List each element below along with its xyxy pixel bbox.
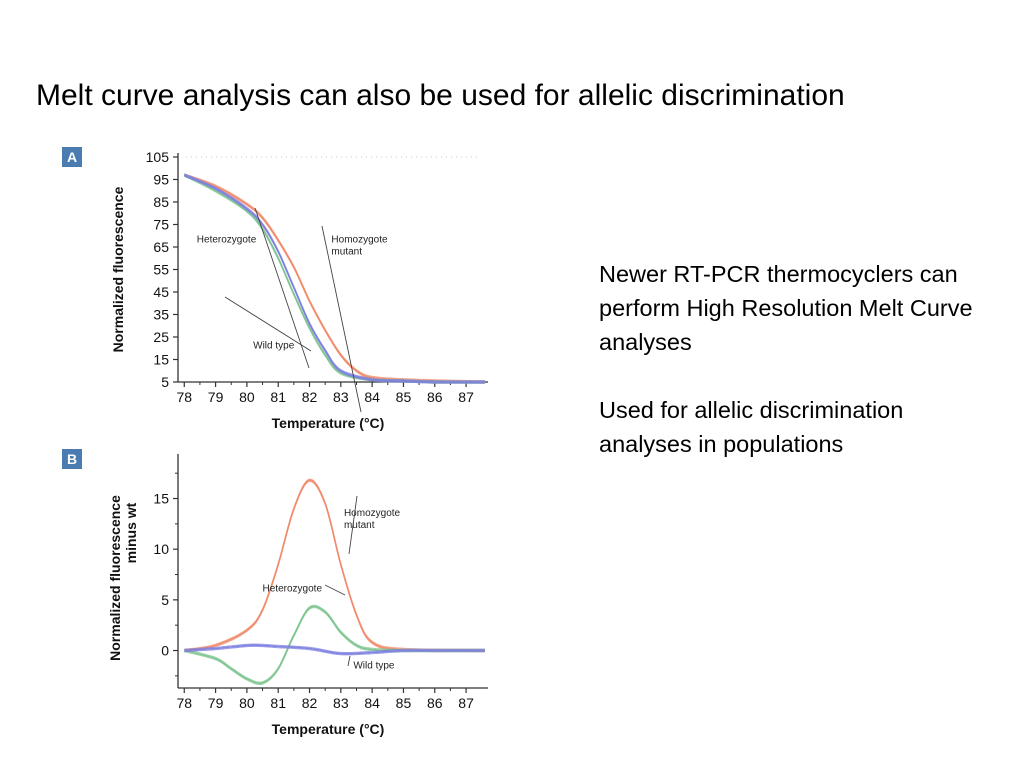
series-heterozygote bbox=[183, 173, 485, 384]
annotation-line: mutant bbox=[344, 520, 375, 531]
x-tick-label: 84 bbox=[364, 389, 380, 405]
annotation-label: Wild type bbox=[353, 661, 395, 672]
x-tick-label: 82 bbox=[302, 695, 318, 711]
x-tick-label: 78 bbox=[176, 695, 192, 711]
y-tick-label: 10 bbox=[153, 541, 169, 557]
y-axis-title: Normalized fluorescence bbox=[107, 495, 123, 661]
x-tick-label: 79 bbox=[208, 695, 224, 711]
x-tick-label: 86 bbox=[427, 389, 443, 405]
annotation-line: Homozygote bbox=[331, 235, 388, 246]
y-axis-title: Normalized fluorescence bbox=[110, 186, 126, 352]
x-tick-label: 87 bbox=[458, 695, 474, 711]
y-tick-label: 75 bbox=[153, 217, 169, 233]
x-tick-label: 85 bbox=[396, 389, 412, 405]
difference-curve-chart: B 78 79 80 81 82 83 84 85 86 87 15 10 5 0 Temperature … bbox=[60, 444, 500, 744]
x-tick-label: 84 bbox=[364, 695, 380, 711]
annotation-leader bbox=[321, 225, 362, 413]
annotation-leader bbox=[254, 207, 310, 369]
series-line bbox=[184, 479, 485, 652]
y-tick-label: 0 bbox=[161, 643, 169, 659]
x-tick-label: 85 bbox=[396, 695, 412, 711]
y-tick-label: 65 bbox=[153, 239, 169, 255]
annotation-line: Homozygote bbox=[344, 508, 401, 519]
y-tick-label: 55 bbox=[153, 262, 169, 278]
series-line bbox=[184, 643, 485, 654]
series-line bbox=[184, 175, 485, 384]
panel-badge-b: B bbox=[62, 449, 82, 469]
annotation-line: mutant bbox=[331, 247, 362, 258]
series-line bbox=[184, 480, 485, 653]
melt-curve-chart: A 78 79 80 81 82 83 84 85 86 87 105 95 85 75 65 55 45 35 2… bbox=[60, 140, 500, 440]
y-tick-label: 85 bbox=[153, 194, 169, 210]
series-line bbox=[184, 175, 485, 384]
annotation-label: Heterozygote bbox=[263, 584, 323, 595]
series-line bbox=[184, 175, 485, 384]
annotation-line: Heterozygote bbox=[197, 235, 257, 246]
x-tick-label: 83 bbox=[333, 695, 349, 711]
annotation-label: Homozygote mutant bbox=[344, 508, 401, 531]
series-line bbox=[184, 645, 485, 656]
annotation-leader bbox=[347, 655, 351, 667]
series-homozygote-mutant bbox=[184, 173, 485, 384]
series-line bbox=[184, 174, 485, 383]
annotation-leader bbox=[324, 584, 346, 596]
x-axis-title: Temperature (°C) bbox=[272, 721, 385, 737]
x-tick-label: 81 bbox=[270, 389, 286, 405]
series-line bbox=[183, 174, 485, 383]
body-paragraph-2: Used for allelic discrimination analyses… bbox=[599, 397, 904, 457]
body-text: Newer RT-PCR thermocyclers can perform H… bbox=[599, 257, 999, 495]
y-tick-label: 15 bbox=[153, 352, 169, 368]
y-tick-label: 25 bbox=[153, 329, 169, 345]
annotation-label: Wild type bbox=[253, 340, 295, 351]
annotation-leader bbox=[224, 296, 312, 352]
annotation-line: Wild type bbox=[253, 340, 295, 351]
x-tick-label: 80 bbox=[239, 389, 255, 405]
series-homozygote-mutant bbox=[184, 478, 485, 653]
x-axis-title: Temperature (°C) bbox=[272, 415, 385, 431]
series-line bbox=[184, 604, 485, 683]
series-line bbox=[184, 173, 485, 382]
x-tick-label: 86 bbox=[427, 695, 443, 711]
difference-curve-svg: 78 79 80 81 82 83 84 85 86 87 15 10 5 0 Temperature (°… bbox=[107, 454, 488, 737]
x-tick-label: 83 bbox=[333, 389, 349, 405]
x-tick-label: 80 bbox=[239, 695, 255, 711]
series-line bbox=[184, 644, 485, 655]
x-tick-label: 87 bbox=[458, 389, 474, 405]
y-tick-label: 105 bbox=[146, 149, 170, 165]
panel-badge-a: A bbox=[62, 147, 82, 167]
series-line bbox=[184, 173, 485, 382]
y-tick-label: 95 bbox=[153, 172, 169, 188]
y-tick-label: 15 bbox=[153, 491, 169, 507]
y-axis-title-line2: minus wt bbox=[123, 502, 139, 563]
annotation-leader bbox=[348, 495, 358, 555]
series-wild-type bbox=[183, 173, 485, 384]
series-heterozygote bbox=[184, 604, 485, 686]
x-tick-label: 78 bbox=[176, 389, 192, 405]
series-line bbox=[184, 605, 485, 685]
series-line bbox=[183, 174, 485, 383]
y-tick-label: 5 bbox=[161, 592, 169, 608]
y-tick-label: 35 bbox=[153, 307, 169, 323]
melt-curve-svg: 78 79 80 81 82 83 84 85 86 87 105 95 85 75 65 55 45 35 25 1… bbox=[110, 149, 488, 431]
x-tick-label: 81 bbox=[270, 695, 286, 711]
body-paragraph-1: Newer RT-PCR thermocyclers can perform H… bbox=[599, 261, 973, 355]
annotation-label: Homozygote mutant bbox=[331, 235, 388, 258]
annotation-label: Heterozygote bbox=[197, 235, 257, 246]
series-line bbox=[184, 173, 485, 382]
series-wild-type bbox=[184, 643, 485, 656]
series-line bbox=[184, 478, 485, 650]
x-tick-label: 82 bbox=[302, 389, 318, 405]
slide-title: Melt curve analysis can also be used for… bbox=[36, 79, 845, 112]
y-tick-label: 45 bbox=[153, 284, 169, 300]
y-tick-label: 5 bbox=[161, 374, 169, 390]
series-line bbox=[184, 607, 485, 686]
annotation-line: Wild type bbox=[353, 661, 395, 672]
x-tick-label: 79 bbox=[208, 389, 224, 405]
annotation-line: Heterozygote bbox=[263, 584, 323, 595]
